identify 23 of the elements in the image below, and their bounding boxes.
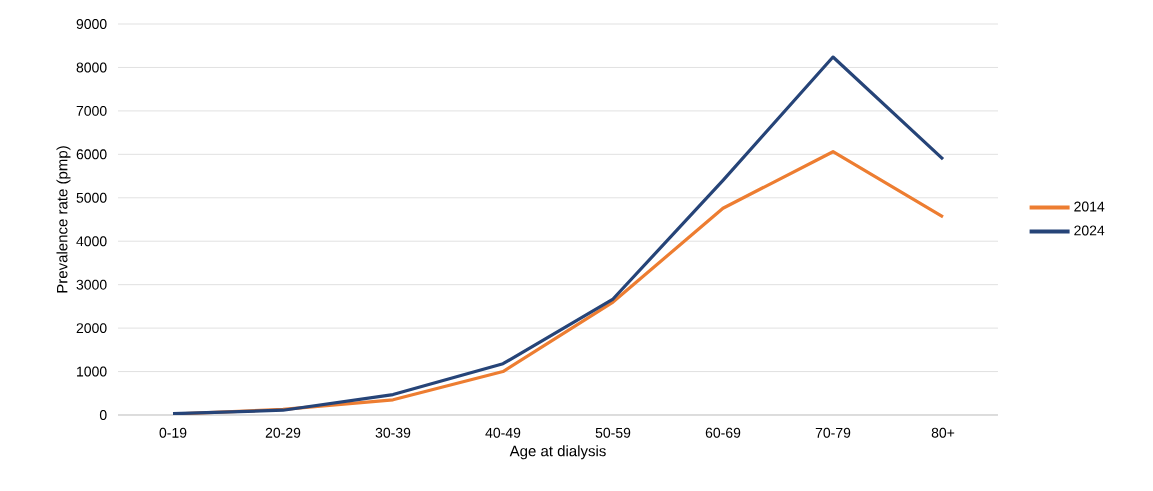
y-tick-label: 2000 (76, 323, 107, 334)
x-tick-label: 70-79 (815, 427, 851, 438)
y-tick-label: 7000 (76, 105, 107, 116)
x-axis-title: Age at dialysis (509, 445, 606, 460)
x-tick-label: 60-69 (705, 427, 741, 438)
x-tick-label: 0-19 (159, 427, 187, 438)
y-tick-label: 1000 (77, 366, 107, 377)
y-tick-label: 6000 (76, 149, 107, 160)
x-tick-label: 20-29 (265, 427, 301, 438)
x-tick-label: 40-49 (485, 427, 521, 438)
y-tick-label: 4000 (76, 236, 107, 247)
line-series (171, 55, 945, 415)
legend-label: 2014 (1074, 201, 1105, 212)
y-tick-label: 5000 (76, 192, 107, 203)
legend-label: 2024 (1074, 225, 1105, 236)
y-tick-label: 8000 (76, 62, 107, 73)
y-tick-label: 0 (99, 410, 107, 420)
y-tick-label: 9000 (76, 19, 107, 29)
x-tick-label: 80+ (931, 427, 955, 438)
x-tick-label: 50-59 (595, 427, 631, 438)
x-tick-label: 30-39 (375, 427, 411, 438)
y-axis-title: Prevalence rate (pmp) (56, 146, 71, 293)
y-tick-label: 3000 (76, 279, 107, 290)
